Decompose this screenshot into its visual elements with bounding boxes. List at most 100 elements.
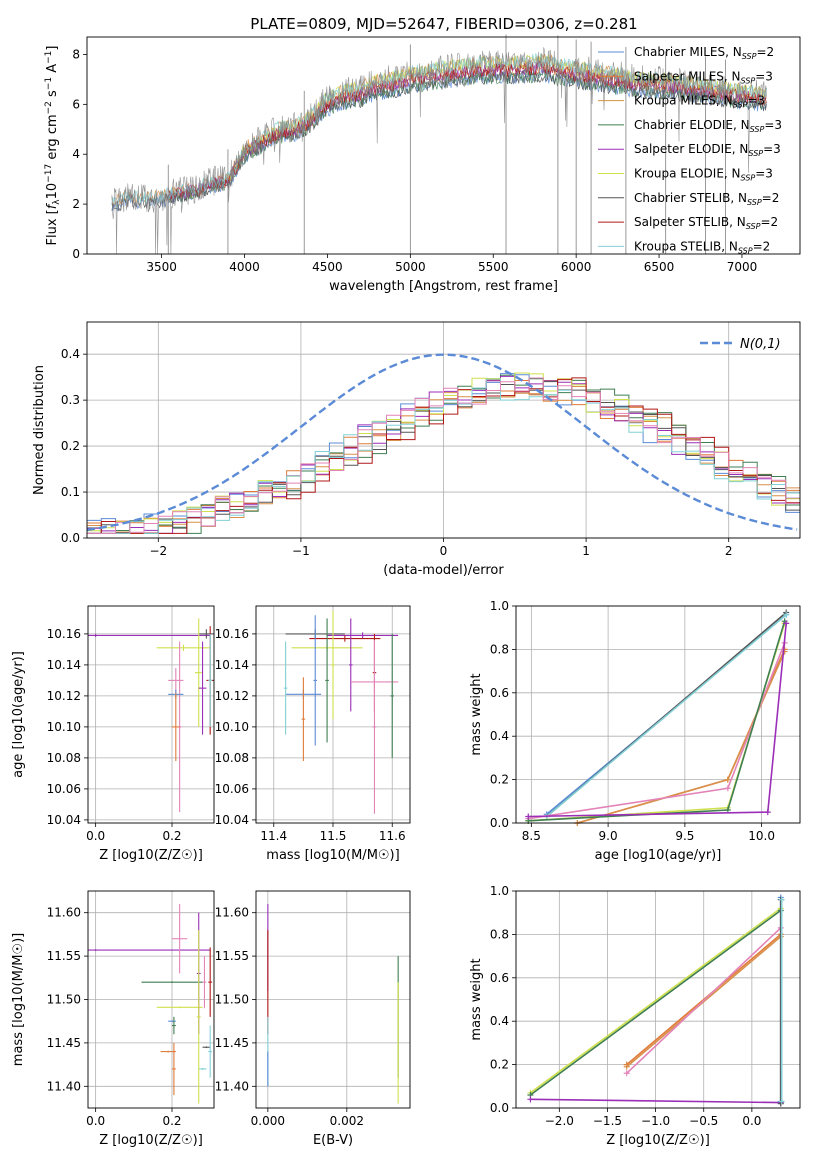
- y-tick-label: 11.50: [47, 993, 81, 1007]
- y-tick-label: 0.6: [490, 686, 509, 700]
- axes-frame: [515, 890, 801, 1109]
- y-tick-label: 0.2: [490, 773, 509, 787]
- axes-frame: [87, 605, 215, 824]
- histogram-step: [87, 377, 800, 534]
- weight-line: [530, 1098, 781, 1104]
- y-tick-label: 11.50: [215, 993, 249, 1007]
- legend-label: Kroupa MILES, NSSP=3: [634, 94, 765, 110]
- x-tick-label: 10.0: [748, 829, 775, 843]
- x-tick-label: 1: [582, 544, 590, 558]
- x-tick-label: 0.0: [86, 829, 105, 843]
- x-axis-label: age [log10(age/yr)]: [595, 848, 722, 863]
- y-axis-label: age [log10(age/yr)]: [11, 651, 26, 778]
- y-tick-label: 10.08: [215, 751, 249, 765]
- x-axis-label: wavelength [Angstrom, rest frame]: [329, 279, 558, 294]
- y-tick-label: 10.16: [47, 627, 81, 641]
- y-tick-label: 0.6: [490, 971, 509, 985]
- weight-line: [626, 927, 782, 1074]
- x-tick-label: 11.4: [260, 829, 287, 843]
- x-axis-label: E(B-V): [313, 1133, 353, 1148]
- x-tick-label: 0.2: [162, 829, 181, 843]
- x-tick-label: 8.5: [522, 829, 541, 843]
- y-tick-label: 1.0: [490, 884, 509, 898]
- y-tick-label: 10.14: [215, 658, 249, 672]
- x-axis-label: (data-model)/error: [383, 563, 504, 578]
- x-tick-label: 0.2: [162, 1114, 181, 1128]
- x-axis-label: Z [log10(Z/Z☉)]: [606, 1133, 710, 1148]
- y-tick-label: 0.0: [61, 531, 80, 545]
- weight-line: [529, 909, 782, 1096]
- weight-marker: [724, 806, 731, 813]
- x-axis-label: mass [log10(M/M☉)]: [266, 848, 399, 863]
- weight-line: [529, 907, 782, 1094]
- mass-vs-metallicity-panel: 0.0 0.2 11.40 11.45 11.50 11.55 11.60 Z [log10(…: [11, 890, 215, 1148]
- x-tick-label: 3500: [146, 260, 177, 274]
- y-tick-label: 0.2: [61, 439, 80, 453]
- x-tick-label: 0: [440, 544, 448, 558]
- weight-marker: [623, 1070, 630, 1077]
- y-tick-label: 0.4: [61, 347, 80, 361]
- weight-marker: [781, 648, 788, 655]
- x-tick-label: −2.0: [545, 1114, 574, 1128]
- legend-label: Salpeter ELODIE, NSSP=3: [634, 142, 781, 158]
- errorbar-group: [88, 618, 214, 813]
- y-tick-label: 0.4: [490, 1014, 509, 1028]
- age-vs-mass-panel: 11.4 11.5 11.6 10.04 10.06 10.08 10.10 10.12 10.…: [215, 605, 411, 863]
- y-axis-label: mass [log10(M/M☉)]: [11, 933, 26, 1066]
- weight-line: [546, 614, 787, 818]
- y-tick-label: 0.0: [490, 816, 509, 830]
- y-tick-label: 10.04: [47, 813, 81, 827]
- y-axis-label: Normed distribution: [32, 365, 47, 495]
- x-tick-label: 5000: [395, 260, 426, 274]
- y-axis-label: mass weight: [469, 958, 484, 1040]
- axes-frame: [515, 605, 801, 824]
- x-tick-label: 0.0: [742, 1114, 761, 1128]
- y-tick-label: 11.40: [215, 1079, 249, 1093]
- x-tick-label: 6500: [644, 260, 675, 274]
- histogram-step: [87, 377, 800, 534]
- legend-label: Chabrier MILES, NSSP=2: [634, 45, 774, 61]
- x-tick-label: 11.6: [379, 829, 406, 843]
- y-axis-label: Flux [fλ10−17 erg cm−2 s−1 A−1]: [44, 46, 62, 246]
- y-tick-label: 0.4: [490, 729, 509, 743]
- y-tick-label: 10.12: [47, 689, 81, 703]
- y-tick-label: 4: [72, 147, 80, 161]
- y-tick-label: 11.55: [47, 949, 81, 963]
- massweight-vs-metallicity-panel: −2.0 −1.5 −1.0 −0.5 0.0 0.0 0.2 0.4 0.6 0.8 1.0 Z […: [469, 884, 801, 1148]
- x-tick-label: −2: [149, 544, 167, 558]
- x-tick-label: 4000: [229, 260, 260, 274]
- spectrum-panel: 3500 4000 4500 5000 5500 6000 6500 7000 0 2 4 6 8 wav…: [44, 34, 801, 294]
- y-tick-label: 10.06: [215, 782, 249, 796]
- weight-marker: [724, 785, 731, 792]
- y-tick-label: 8: [72, 47, 80, 61]
- weight-marker: [778, 1098, 785, 1105]
- y-tick-label: 1.0: [490, 599, 509, 613]
- weight-marker: [623, 1063, 630, 1070]
- age-vs-metallicity-panel: 0.0 0.2 10.04 10.06 10.08 10.10 10.12 10.14 10.1…: [11, 605, 215, 863]
- residuals-panel: −2 −1 0 1 2 0.0 0.1 0.2 0.3 0.4 (data-model)/error…: [32, 321, 801, 578]
- x-tick-label: 0.002: [330, 1114, 364, 1128]
- y-tick-label: 0.3: [61, 393, 80, 407]
- legend-label: Kroupa STELIB, NSSP=2: [634, 239, 770, 255]
- x-tick-label: 4500: [312, 260, 343, 274]
- spectrum-line: [227, 54, 767, 180]
- weight-marker: [783, 611, 790, 618]
- errorbar-group: [267, 904, 399, 1104]
- weight-marker: [525, 813, 532, 820]
- x-tick-label: 7000: [727, 260, 758, 274]
- x-tick-label: 0.0: [86, 1114, 105, 1128]
- x-tick-label: 5500: [478, 260, 509, 274]
- x-axis-label: Z [log10(Z/Z☉)]: [99, 848, 203, 863]
- y-tick-label: 0.0: [490, 1101, 509, 1115]
- y-tick-label: 11.55: [215, 949, 249, 963]
- errorbar-group: [283, 610, 399, 814]
- weight-marker: [527, 1096, 534, 1103]
- y-tick-label: 0.8: [490, 927, 509, 941]
- x-tick-label: 11.5: [320, 829, 347, 843]
- y-tick-label: 0.2: [490, 1058, 509, 1072]
- y-tick-label: 2: [72, 197, 80, 211]
- y-tick-label: 11.45: [47, 1036, 81, 1050]
- y-tick-label: 11.40: [47, 1079, 81, 1093]
- weight-marker: [764, 809, 771, 816]
- x-axis-label: Z [log10(Z/Z☉)]: [99, 1133, 203, 1148]
